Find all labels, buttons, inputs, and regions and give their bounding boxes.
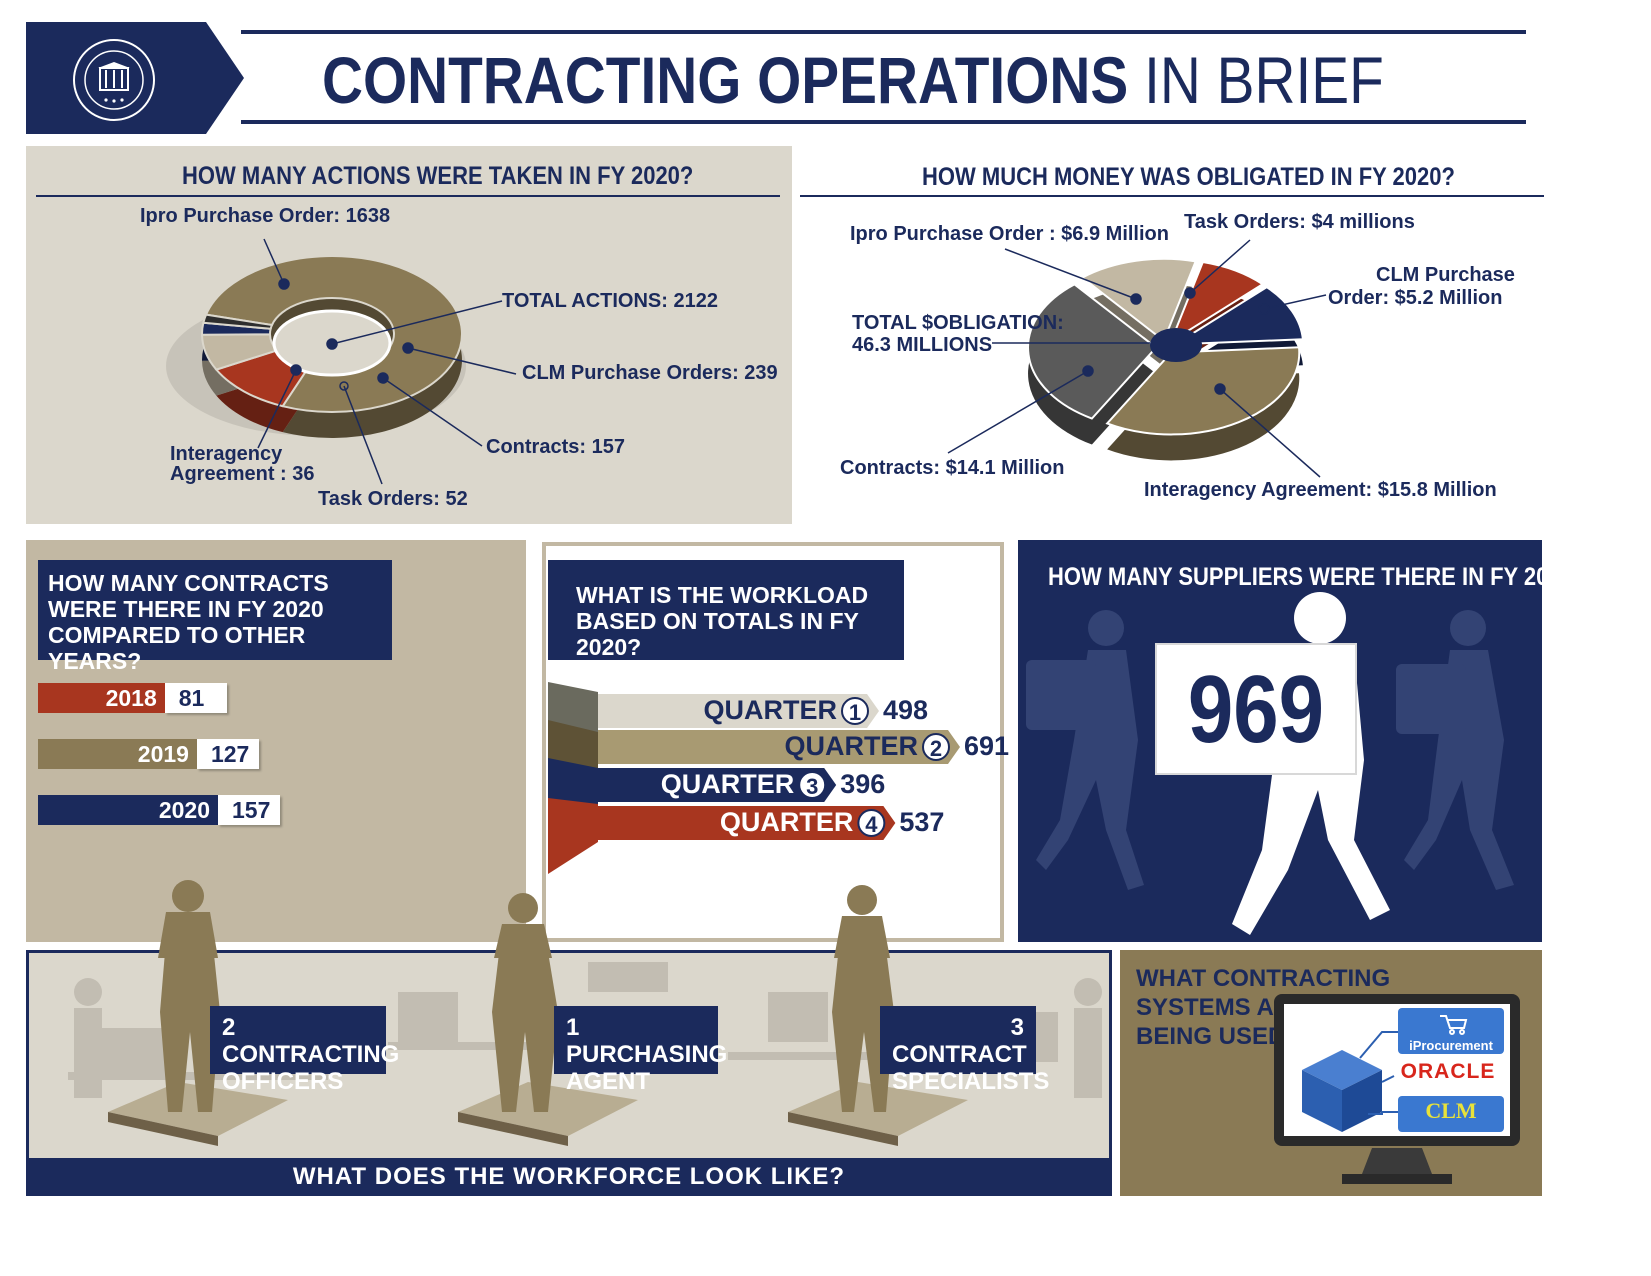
money-label-total-2: 46.3 MILLIONS xyxy=(852,334,993,356)
clm-label: CLM xyxy=(1425,1098,1477,1123)
money-label-contracts: Contracts: $14.1 Million xyxy=(840,457,1065,479)
year-bar-2018: 2018 xyxy=(38,683,165,713)
money-pie-chart xyxy=(947,239,1327,478)
workload-quarter-label-1: QUARTER xyxy=(703,695,838,725)
actions-slice-ipro-purchase-order xyxy=(204,255,463,413)
money-label-clm-1: CLM Purchase xyxy=(1376,264,1515,286)
workforce-agent: 1 PURCHASING AGENT xyxy=(554,1006,728,1095)
workload-quarter-number-4: 4 xyxy=(865,812,878,837)
money-slice-interagency-agreement xyxy=(1105,346,1301,436)
year-value-2020: 157 xyxy=(218,795,280,825)
title-light: IN BRIEF xyxy=(1144,43,1384,117)
actions-question: HOW MANY ACTIONS WERE TAKEN IN FY 2020? xyxy=(182,162,694,190)
systems-question-3: BEING USED? xyxy=(1136,1023,1301,1050)
workload-question-text: WHAT IS THE WORKLOAD BASED ON TOTALS IN … xyxy=(576,582,869,660)
workforce-officers: 2 CONTRACTING OFFICERS xyxy=(210,1006,400,1095)
workforce-illustration xyxy=(68,952,1102,1146)
suppliers-count: 969 xyxy=(1187,656,1325,763)
workload-bar-q2 xyxy=(598,730,960,764)
workload-quarter-number-3: 3 xyxy=(806,774,818,799)
header-banner xyxy=(26,22,1526,134)
specialists-line-2: SPECIALISTS xyxy=(892,1068,1050,1095)
workforce-people-tops xyxy=(158,880,890,958)
workload-quarter-number-1: 1 xyxy=(849,700,861,725)
abmc-seal-icon xyxy=(73,39,155,121)
money-question: HOW MUCH MONEY WAS OBLIGATED IN FY 2020? xyxy=(922,163,1455,191)
actions-label-interagency-1: Interagency xyxy=(170,443,283,465)
iprocurement-label: iProcurement xyxy=(1409,1038,1493,1053)
workload-quarter-label-3: QUARTER xyxy=(660,769,795,799)
years-question: HOW MANY CONTRACTS WERE THERE IN FY 2020… xyxy=(38,560,392,674)
workload-value-q4: 537 xyxy=(899,807,945,837)
actions-label-total: TOTAL ACTIONS: 2122 xyxy=(502,290,718,312)
money-slice-task-orders xyxy=(1168,260,1265,344)
workforce-specialists: 3 CONTRACT SPECIALISTS xyxy=(880,1006,1049,1095)
oracle-label: ORACLE xyxy=(1400,1060,1496,1083)
year-bar-2020: 2020 xyxy=(38,795,218,825)
money-slice-contracts xyxy=(1027,283,1158,420)
workload-value-q2: 691 xyxy=(964,731,1010,761)
actions-divider xyxy=(36,195,780,197)
actions-label-interagency-2: Agreement : 36 xyxy=(170,463,315,485)
workload-quarter-label-4: QUARTER xyxy=(719,807,854,837)
workload-quarter-number-2: 2 xyxy=(930,736,942,761)
workload-value-q1: 498 xyxy=(883,695,929,725)
workload-value-q3: 396 xyxy=(840,769,886,799)
specialists-line-1: 3 CONTRACT xyxy=(892,1014,1027,1068)
workload-badge-q3 xyxy=(798,771,827,799)
money-label-clm-2: Order: $5.2 Million xyxy=(1328,287,1503,309)
money-divider xyxy=(800,195,1544,197)
money-label-task: Task Orders: $4 millions xyxy=(1184,211,1415,233)
year-bar-2019: 2019 xyxy=(38,739,197,769)
agent-line-1: 1 PURCHASING xyxy=(566,1014,728,1068)
workload-question: WHAT IS THE WORKLOAD BASED ON TOTALS IN … xyxy=(548,560,904,660)
workload-bar-q4 xyxy=(598,806,896,840)
workload-quarter-label-2: QUARTER xyxy=(784,731,919,761)
actions-donut-chart xyxy=(166,238,517,485)
workload-bar-q1 xyxy=(598,694,880,728)
workload-badge-q2 xyxy=(922,733,950,761)
page-title: CONTRACTING OPERATIONS IN BRIEF xyxy=(322,42,1384,118)
workforce-question: WHAT DOES THE WORKFORCE LOOK LIKE? xyxy=(26,1158,1112,1196)
years-question-text: HOW MANY CONTRACTS WERE THERE IN FY 2020… xyxy=(48,570,329,674)
actions-label-clm: CLM Purchase Orders: 239 xyxy=(522,362,778,384)
actions-slice-interagency-agreement xyxy=(202,313,274,330)
year-value-2018: 81 xyxy=(164,683,227,713)
workload-ribbons: 1 2 3 4 xyxy=(548,682,960,874)
money-label-ipro: Ipro Purchase Order : $6.9 Million xyxy=(850,223,1169,245)
officers-line-1: 2 CONTRACTING xyxy=(222,1014,400,1068)
suppliers-illustration xyxy=(1026,592,1514,935)
systems-question-1: WHAT CONTRACTING xyxy=(1136,965,1391,992)
year-value-2019: 127 xyxy=(196,739,259,769)
title-bold: CONTRACTING OPERATIONS xyxy=(322,43,1129,117)
money-label-total-1: TOTAL $OBLIGATION: xyxy=(852,312,1064,334)
actions-label-ipro: Ipro Purchase Order: 1638 xyxy=(140,205,391,227)
money-label-interagency: Interagency Agreement: $15.8 Million xyxy=(1144,479,1497,501)
suppliers-question: HOW MANY SUPPLIERS WERE THERE IN FY 2020… xyxy=(1048,563,1587,591)
actions-label-task: Task Orders: 52 xyxy=(318,488,468,510)
money-slice-clm-purchase-order xyxy=(1171,285,1304,346)
workload-badge-q1 xyxy=(841,697,870,725)
actions-label-contracts: Contracts: 157 xyxy=(486,436,625,458)
agent-line-2: AGENT xyxy=(566,1068,650,1095)
workload-badge-q4 xyxy=(857,809,886,837)
workload-bar-q3 xyxy=(598,768,837,802)
monitor-icon xyxy=(1274,994,1520,1184)
officers-line-2: OFFICERS xyxy=(222,1068,344,1095)
